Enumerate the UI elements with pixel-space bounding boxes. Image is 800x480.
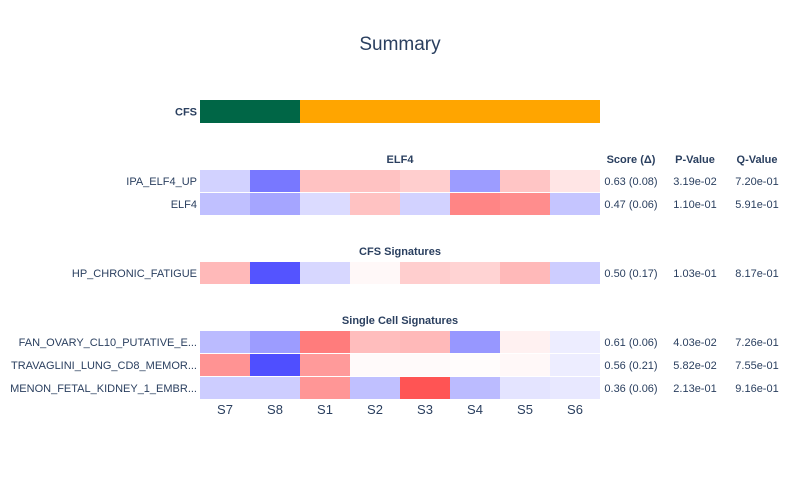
q-value: 8.17e-01 <box>735 268 778 280</box>
score-value: 0.36 (0.06) <box>604 383 657 395</box>
heatmap-cell <box>300 377 350 399</box>
row-label: MENON_FETAL_KIDNEY_1_EMBR... <box>10 383 197 395</box>
score-value: 0.47 (0.06) <box>604 199 657 211</box>
p-value: 2.13e-01 <box>673 383 716 395</box>
heatmap-cell <box>350 331 400 353</box>
x-tick-label: S5 <box>517 402 533 417</box>
heatmap-cell <box>250 262 300 284</box>
heatmap-cell <box>250 331 300 353</box>
heatmap-cell <box>300 331 350 353</box>
heatmap-cell <box>200 170 250 192</box>
q-value: 7.26e-01 <box>735 337 778 349</box>
heatmap-cell <box>550 193 600 215</box>
p-value: 4.03e-02 <box>673 337 716 349</box>
x-tick-label: S4 <box>467 402 483 417</box>
annotation-label: CFS <box>175 107 197 119</box>
q-value: 9.16e-01 <box>735 383 778 395</box>
section-title: CFS Signatures <box>359 246 441 258</box>
heatmap-cell <box>250 377 300 399</box>
heatmap-cell <box>450 262 500 284</box>
heatmap-cell <box>400 170 450 192</box>
heatmap-cell <box>500 262 550 284</box>
heatmap-cell <box>200 193 250 215</box>
heatmap-cell <box>550 170 600 192</box>
stat-header: Score (Δ) <box>607 154 656 166</box>
q-value: 7.20e-01 <box>735 176 778 188</box>
q-value: 7.55e-01 <box>735 360 778 372</box>
heatmap-cell <box>350 193 400 215</box>
row-label: ELF4 <box>171 199 197 211</box>
heatmap-cell <box>550 377 600 399</box>
heatmap-cell <box>400 377 450 399</box>
heatmap-cell <box>500 331 550 353</box>
score-value: 0.61 (0.06) <box>604 337 657 349</box>
score-value: 0.56 (0.21) <box>604 360 657 372</box>
heatmap-cell <box>350 170 400 192</box>
heatmap-cell <box>400 193 450 215</box>
annotation-group-0 <box>200 100 300 123</box>
section-title: Single Cell Signatures <box>342 315 458 327</box>
heatmap-cell <box>300 170 350 192</box>
heatmap-cell <box>450 331 500 353</box>
stat-header: Q-Value <box>737 154 778 166</box>
score-value: 0.63 (0.08) <box>604 176 657 188</box>
score-value: 0.50 (0.17) <box>604 268 657 280</box>
row-label: HP_CHRONIC_FATIGUE <box>72 268 197 280</box>
row-label: IPA_ELF4_UP <box>126 176 197 188</box>
heatmap-cell <box>200 354 250 376</box>
p-value: 5.82e-02 <box>673 360 716 372</box>
x-tick-label: S3 <box>417 402 433 417</box>
row-label: TRAVAGLINI_LUNG_CD8_MEMOR... <box>11 360 197 372</box>
heatmap-cell <box>500 193 550 215</box>
x-tick-label: S6 <box>567 402 583 417</box>
annotation-group-1 <box>300 100 600 123</box>
heatmap-cell <box>350 377 400 399</box>
heatmap-layer: CFS ELF4 Score (Δ) P-Value Q-Value IPA_ELF4_U… <box>10 100 779 417</box>
heatmap-cell <box>550 354 600 376</box>
heatmap-cell <box>250 354 300 376</box>
heatmap-cell <box>250 170 300 192</box>
p-value: 3.19e-02 <box>673 176 716 188</box>
heatmap-cell <box>250 193 300 215</box>
heatmap-cell <box>200 377 250 399</box>
heatmap-cell <box>500 377 550 399</box>
x-tick-label: S8 <box>267 402 283 417</box>
heatmap-cell <box>400 262 450 284</box>
chart-title: Summary <box>359 34 441 55</box>
heatmap-cell <box>350 354 400 376</box>
section-title: ELF4 <box>387 154 415 166</box>
heatmap-cell <box>200 331 250 353</box>
heatmap-cell <box>550 331 600 353</box>
p-value: 1.10e-01 <box>673 199 716 211</box>
heatmap-cell <box>300 262 350 284</box>
stat-header: P-Value <box>675 154 715 166</box>
heatmap-cell <box>400 354 450 376</box>
heatmap-cell <box>200 262 250 284</box>
heatmap-cell <box>400 331 450 353</box>
x-tick-label: S7 <box>217 402 233 417</box>
heatmap-cell <box>500 354 550 376</box>
q-value: 5.91e-01 <box>735 199 778 211</box>
heatmap-cell <box>450 354 500 376</box>
x-tick-label: S1 <box>317 402 333 417</box>
p-value: 1.03e-01 <box>673 268 716 280</box>
row-label: FAN_OVARY_CL10_PUTATIVE_E... <box>19 337 197 349</box>
heatmap-cell <box>450 170 500 192</box>
heatmap-cell <box>300 354 350 376</box>
heatmap-cell <box>300 193 350 215</box>
heatmap-cell <box>550 262 600 284</box>
heatmap-cell <box>350 262 400 284</box>
heatmap-cell <box>500 170 550 192</box>
x-tick-label: S2 <box>367 402 383 417</box>
heatmap-cell <box>450 193 500 215</box>
heatmap-cell <box>450 377 500 399</box>
